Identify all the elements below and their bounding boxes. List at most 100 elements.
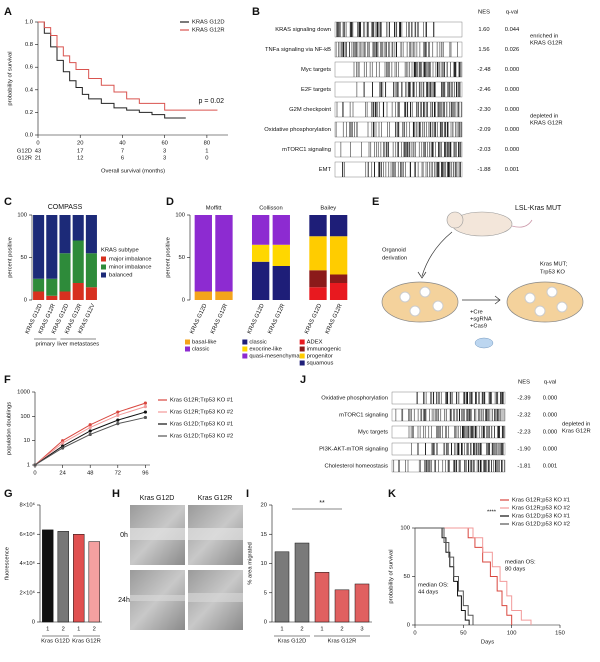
legend-swatch: [299, 346, 305, 352]
q-value: 0.000: [543, 396, 558, 402]
bar-segment: [194, 215, 212, 292]
legend-swatch: [242, 353, 248, 359]
gene-set-name: mTORC1 signaling: [282, 147, 331, 153]
nes: -1.90: [517, 447, 530, 453]
bar-segment: [72, 215, 84, 241]
annotation: 44 days: [418, 590, 438, 596]
legend-swatch: [101, 264, 106, 270]
group-label: Kras G12R: [328, 639, 357, 645]
panel-letter: B: [252, 6, 260, 18]
point: [33, 463, 37, 467]
bar-segment: [85, 215, 97, 254]
point: [116, 422, 120, 426]
q-value: 0.000: [543, 430, 558, 436]
y-tick-label: 4×10⁶: [20, 560, 36, 567]
y-tick-label: 0.2: [25, 110, 33, 116]
column-header: q-val: [506, 10, 519, 16]
y-tick-label: 10: [261, 561, 267, 567]
q-value: 0.000: [505, 147, 520, 153]
x-tick-label: 1: [46, 627, 49, 633]
y-axis-label: probability of survival: [8, 51, 14, 105]
barcode-frame: [334, 41, 463, 58]
bar: [57, 531, 69, 623]
legend-label: Kras G12D;p53 KO #1: [512, 514, 570, 520]
point: [61, 441, 65, 445]
barcode: [416, 392, 504, 404]
legend-label: minor imbalance: [109, 265, 152, 271]
y-axis-label: % area migrated: [248, 542, 254, 585]
y-tick-label: 0.8: [25, 42, 33, 48]
barcode-frame: [391, 391, 506, 405]
gene-set-name: EMT: [319, 167, 332, 173]
panel-letter: C: [4, 196, 12, 208]
y-tick-label: 0: [32, 620, 35, 626]
nes: 1.60: [478, 27, 489, 33]
nes: -2.46: [477, 87, 490, 93]
risk-count: 0: [205, 156, 208, 162]
barcode-frame: [391, 408, 506, 422]
bar-segment: [46, 278, 58, 296]
organoid: [419, 286, 431, 298]
bar: [73, 534, 85, 623]
x-tick-label: 2: [300, 627, 303, 633]
nes: -2.03: [477, 147, 490, 153]
x-tick-label: 2: [93, 627, 96, 633]
y-tick-label: 1000: [17, 390, 30, 396]
gene-set-name: mTORC1 signaling: [339, 413, 388, 419]
x-tick-label: 48: [87, 471, 93, 477]
x-tick-label: 2: [62, 627, 65, 633]
annotation: KRAS G12R: [530, 121, 563, 127]
line: [34, 411, 146, 466]
panel-letter: K: [388, 488, 396, 500]
bar-segment: [85, 287, 97, 300]
bar-segment: [309, 215, 327, 237]
panel-letter: H: [112, 488, 120, 500]
bar-segment: [33, 215, 45, 279]
point: [61, 439, 65, 443]
survival-curve: [415, 527, 470, 625]
panel-letter: E: [372, 196, 379, 208]
barcode: [353, 62, 462, 77]
y-tick-label: 20: [261, 503, 267, 509]
scratch: [188, 593, 243, 602]
y-tick-label: 0.4: [25, 87, 34, 93]
risk-count: 21: [35, 156, 41, 162]
survival-curve: [415, 527, 532, 625]
survival-curve: [415, 527, 474, 625]
y-tick-label: 0: [182, 298, 185, 304]
group-label: Kras G12D: [278, 639, 307, 645]
y-tick-label: 0: [407, 623, 410, 629]
group-label: Kras G12D: [41, 639, 70, 645]
dish: [506, 281, 584, 323]
treatment-label: +Cre: [470, 310, 483, 316]
gene-set-name: G2M checkpoint: [289, 107, 331, 113]
y-tick-label: 15: [261, 532, 267, 538]
bar-segment: [251, 261, 270, 300]
q-value: 0.000: [543, 413, 558, 419]
bar-segment: [309, 236, 327, 271]
legend-swatch: [101, 256, 106, 262]
panel-letter: A: [4, 6, 12, 18]
y-axis-label: probability of survival: [389, 549, 395, 603]
organoid: [409, 305, 421, 317]
bar-segment: [72, 240, 84, 283]
mouse-tail: [511, 219, 533, 228]
bar-segment: [33, 278, 45, 292]
x-tick-label: 96: [142, 471, 148, 477]
legend-swatch: [101, 272, 106, 278]
arrow: [462, 295, 501, 305]
organoid: [546, 286, 558, 298]
derivation-label: Organoid: [382, 248, 406, 254]
annotation: median OS:: [418, 583, 449, 589]
q-value: 0.000: [505, 67, 520, 73]
y-tick-label: 50: [21, 255, 27, 261]
nes: -2.09: [477, 127, 490, 133]
bar-segment: [272, 244, 290, 266]
x-tick-label: 2: [340, 627, 343, 633]
bar-segment: [329, 215, 348, 237]
x-tick-label: KRAS G12R: [325, 303, 344, 335]
mouse-label: LSL-Kras MUT: [515, 205, 562, 212]
treatment-label: +Cas9: [470, 324, 487, 330]
x-tick-label: 40: [119, 141, 125, 147]
